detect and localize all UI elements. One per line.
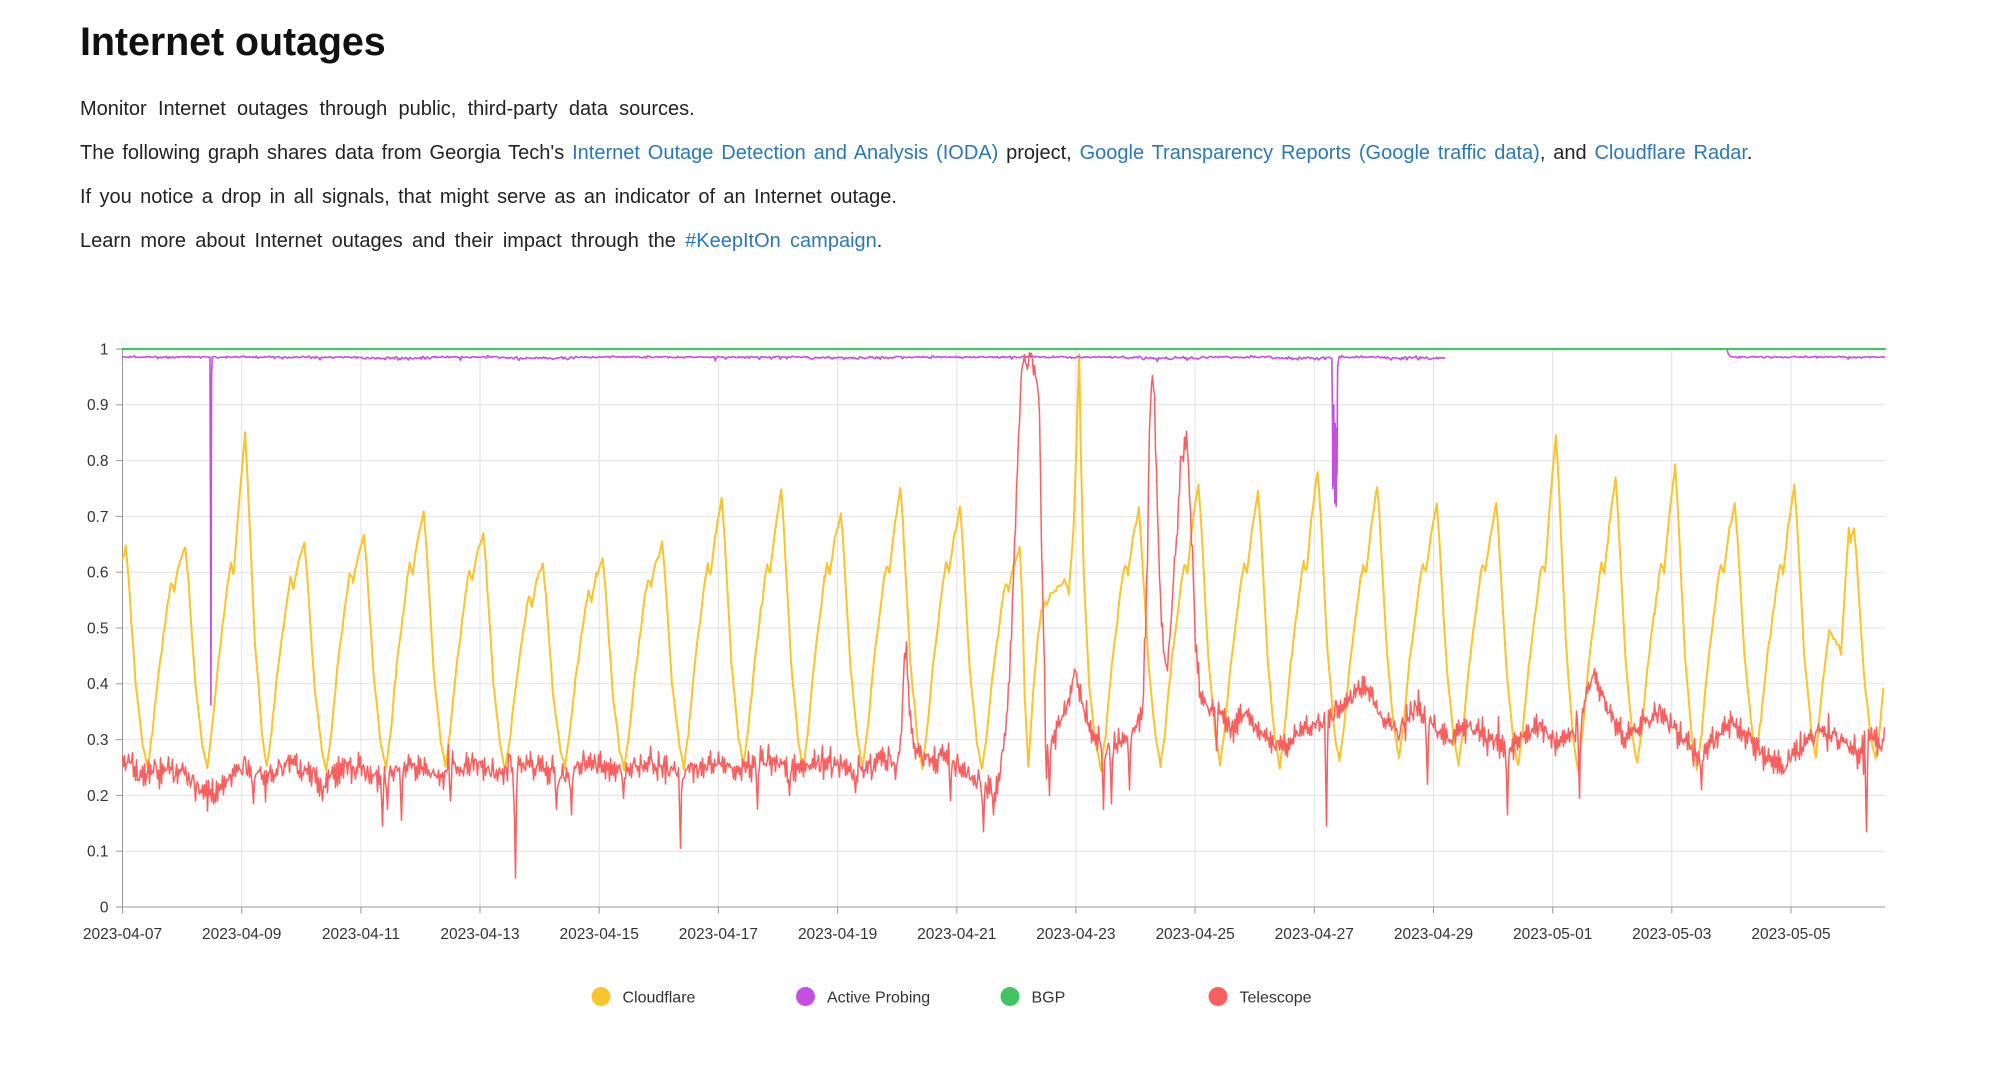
svg-text:2023-04-23: 2023-04-23 — [1036, 926, 1115, 943]
svg-text:2023-04-21: 2023-04-21 — [917, 926, 996, 943]
svg-text:Cloudflare: Cloudflare — [623, 990, 696, 1007]
svg-text:0.1: 0.1 — [87, 844, 109, 861]
svg-text:2023-04-29: 2023-04-29 — [1394, 926, 1473, 943]
svg-text:0.3: 0.3 — [87, 732, 109, 749]
svg-text:BGP: BGP — [1032, 990, 1066, 1007]
svg-text:2023-04-25: 2023-04-25 — [1155, 926, 1234, 943]
svg-text:2023-04-13: 2023-04-13 — [440, 926, 519, 943]
svg-text:2023-05-03: 2023-05-03 — [1632, 926, 1711, 943]
svg-text:2023-05-05: 2023-05-05 — [1751, 926, 1830, 943]
svg-text:2023-04-19: 2023-04-19 — [798, 926, 877, 943]
svg-text:0: 0 — [100, 899, 109, 916]
svg-text:0.9: 0.9 — [87, 397, 109, 414]
svg-text:2023-04-09: 2023-04-09 — [202, 926, 281, 943]
svg-text:0.6: 0.6 — [87, 565, 109, 582]
svg-text:2023-04-07: 2023-04-07 — [83, 926, 162, 943]
svg-text:0.7: 0.7 — [87, 509, 109, 526]
svg-text:1: 1 — [100, 341, 109, 358]
svg-text:Active Probing: Active Probing — [827, 990, 930, 1007]
svg-text:0.8: 0.8 — [87, 453, 109, 470]
svg-text:2023-04-17: 2023-04-17 — [679, 926, 758, 943]
svg-text:Telescope: Telescope — [1240, 990, 1312, 1007]
svg-text:2023-05-01: 2023-05-01 — [1513, 926, 1592, 943]
svg-text:2023-04-27: 2023-04-27 — [1275, 926, 1354, 943]
svg-text:2023-04-11: 2023-04-11 — [322, 926, 400, 943]
svg-text:0.2: 0.2 — [87, 788, 109, 805]
svg-text:0.4: 0.4 — [87, 676, 109, 693]
svg-text:2023-04-15: 2023-04-15 — [560, 926, 639, 943]
svg-text:0.5: 0.5 — [87, 620, 109, 637]
